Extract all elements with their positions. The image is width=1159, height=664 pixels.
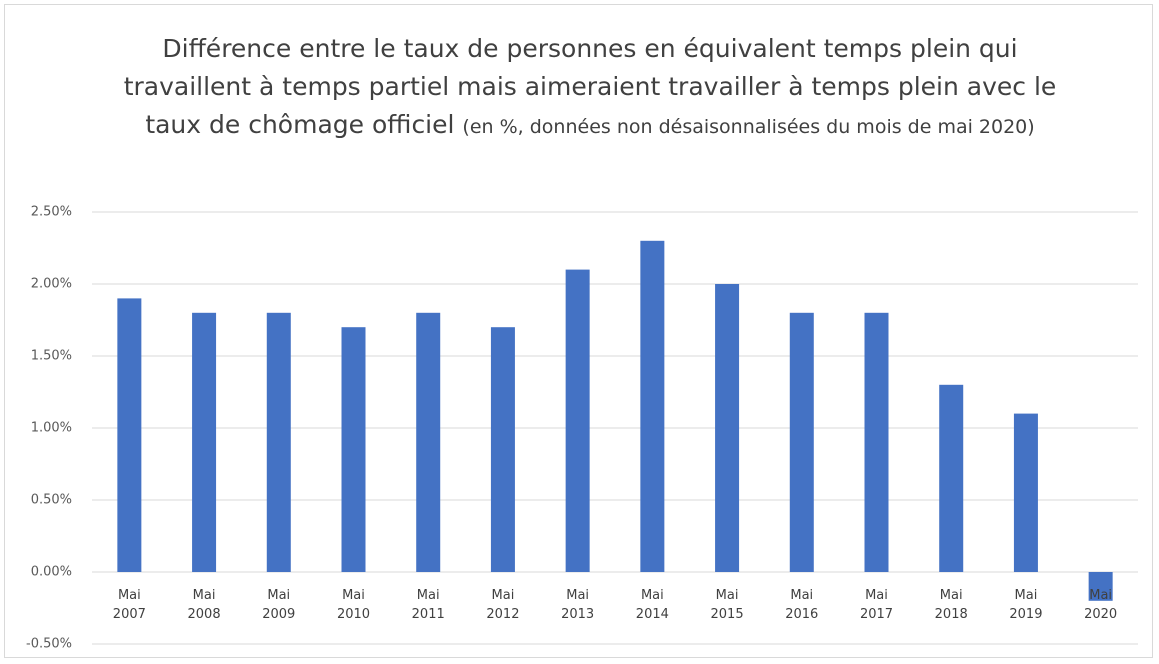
bar <box>939 384 964 572</box>
x-tick-label: Mai 2009 <box>262 588 296 622</box>
bar <box>117 298 142 572</box>
bar <box>266 312 291 572</box>
bar <box>715 284 740 572</box>
y-tick-label: 0.50% <box>31 493 72 508</box>
bar <box>1088 572 1113 601</box>
x-tick-label: Mai 2011 <box>411 588 445 622</box>
bar <box>640 240 665 573</box>
chart-title-block: Différence entre le taux de personnes en… <box>110 30 1070 146</box>
x-tick-label: Mai 2013 <box>561 588 595 622</box>
y-tick-label: 2.00% <box>31 277 72 292</box>
x-tick-label: Mai 2017 <box>859 588 894 622</box>
bar <box>789 312 814 572</box>
x-tick-label: Mai 2015 <box>710 588 744 622</box>
y-tick-label: -0.50% <box>26 637 72 652</box>
x-tick-label: Mai 2008 <box>187 588 221 622</box>
chart-frame <box>4 4 1153 658</box>
y-tick-label: 1.50% <box>31 349 72 364</box>
bar <box>1013 413 1038 572</box>
x-tick-label: Mai 2007 <box>112 588 146 622</box>
y-tick-label: 1.00% <box>31 421 72 436</box>
bar <box>490 327 515 572</box>
bar <box>864 312 889 572</box>
x-tick-label: Mai 2014 <box>635 588 669 622</box>
y-tick-label: 2.50% <box>31 205 72 220</box>
x-tick-label: Mai 2019 <box>1009 588 1043 622</box>
x-tick-label: Mai 2018 <box>934 588 968 622</box>
x-tick-label: Mai 2010 <box>336 588 371 622</box>
x-tick-label: Mai 2016 <box>785 588 819 622</box>
x-tick-label: Mai 2020 <box>1084 588 1118 622</box>
bar <box>565 269 590 572</box>
bar <box>192 312 217 572</box>
chart-title: Différence entre le taux de personnes en… <box>123 34 1057 139</box>
bar <box>416 312 441 572</box>
chart-subtitle: (en %, données non désaisonnalisées du m… <box>462 116 1035 138</box>
x-tick-label: Mai 2012 <box>486 588 520 622</box>
y-tick-label: 0.00% <box>31 565 72 580</box>
bar <box>341 327 366 572</box>
